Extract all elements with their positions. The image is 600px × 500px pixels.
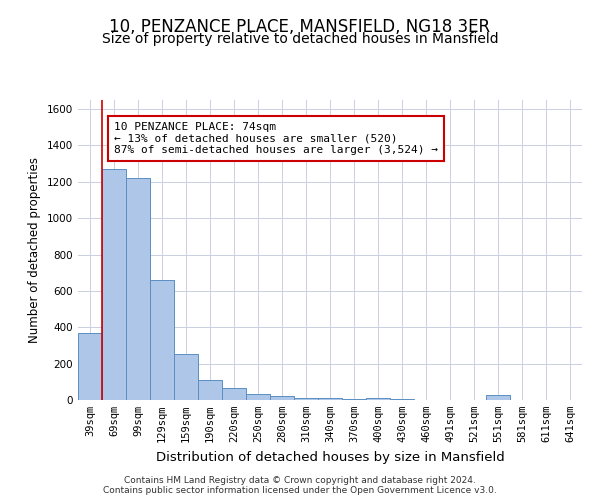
Text: 10, PENZANCE PLACE, MANSFIELD, NG18 3ER: 10, PENZANCE PLACE, MANSFIELD, NG18 3ER xyxy=(109,18,491,36)
Bar xyxy=(126,178,150,400)
Bar xyxy=(270,396,294,400)
Text: Size of property relative to detached houses in Mansfield: Size of property relative to detached ho… xyxy=(101,32,499,46)
Bar xyxy=(342,398,366,400)
X-axis label: Distribution of detached houses by size in Mansfield: Distribution of detached houses by size … xyxy=(155,450,505,464)
Y-axis label: Number of detached properties: Number of detached properties xyxy=(28,157,41,343)
Text: 10 PENZANCE PLACE: 74sqm
← 13% of detached houses are smaller (520)
87% of semi-: 10 PENZANCE PLACE: 74sqm ← 13% of detach… xyxy=(114,122,438,155)
Text: Contains HM Land Registry data © Crown copyright and database right 2024.
Contai: Contains HM Land Registry data © Crown c… xyxy=(103,476,497,495)
Bar xyxy=(366,398,390,400)
Bar xyxy=(174,354,198,400)
Bar xyxy=(150,280,174,400)
Bar xyxy=(486,394,510,400)
Bar xyxy=(222,388,246,400)
Bar xyxy=(102,169,126,400)
Bar xyxy=(294,398,318,400)
Bar xyxy=(198,380,222,400)
Bar xyxy=(318,398,342,400)
Bar xyxy=(78,332,102,400)
Bar xyxy=(246,394,270,400)
